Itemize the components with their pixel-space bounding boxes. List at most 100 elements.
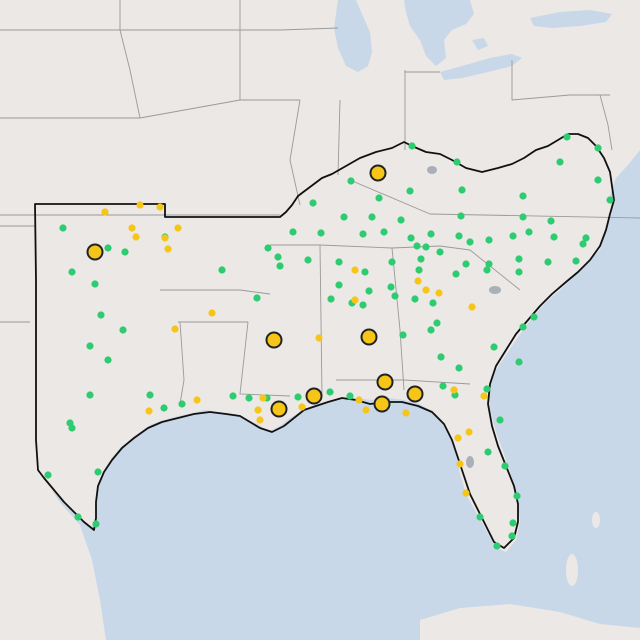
site-marker-green[interactable] <box>437 353 445 361</box>
site-marker-green[interactable] <box>490 343 498 351</box>
site-marker-yellow[interactable] <box>132 233 140 241</box>
site-marker-green[interactable] <box>515 255 523 263</box>
site-marker-green[interactable] <box>294 393 302 401</box>
site-marker-green[interactable] <box>422 243 430 251</box>
site-marker-yellow[interactable] <box>174 224 182 232</box>
site-marker-yellow[interactable] <box>355 396 363 404</box>
site-marker-green[interactable] <box>455 232 463 240</box>
site-marker-green[interactable] <box>427 230 435 238</box>
site-marker-green[interactable] <box>439 382 447 390</box>
site-marker-green[interactable] <box>361 268 369 276</box>
site-marker-green[interactable] <box>335 258 343 266</box>
site-marker-green[interactable] <box>368 213 376 221</box>
site-marker-green[interactable] <box>508 532 516 540</box>
site-marker-yellow[interactable] <box>454 434 462 442</box>
site-marker-green[interactable] <box>388 258 396 266</box>
site-marker-green[interactable] <box>229 392 237 400</box>
site-marker-green[interactable] <box>104 356 112 364</box>
site-marker-green[interactable] <box>493 542 501 550</box>
site-marker-green[interactable] <box>264 244 272 252</box>
site-marker-yellow[interactable] <box>298 403 306 411</box>
site-marker-green[interactable] <box>582 234 590 242</box>
site-marker-yellow[interactable] <box>101 208 109 216</box>
site-marker-green[interactable] <box>44 471 52 479</box>
site-marker-green[interactable] <box>245 394 253 402</box>
site-marker-green[interactable] <box>563 133 571 141</box>
site-marker-major[interactable] <box>305 387 323 405</box>
site-marker-green[interactable] <box>572 257 580 265</box>
site-marker-green[interactable] <box>453 158 461 166</box>
site-marker-green[interactable] <box>399 331 407 339</box>
site-marker-green[interactable] <box>97 311 105 319</box>
site-marker-green[interactable] <box>387 283 395 291</box>
site-marker-major[interactable] <box>369 164 387 182</box>
site-marker-yellow[interactable] <box>465 428 473 436</box>
site-marker-yellow[interactable] <box>145 407 153 415</box>
site-marker-major[interactable] <box>265 331 283 349</box>
site-marker-green[interactable] <box>515 358 523 366</box>
site-marker-yellow[interactable] <box>462 489 470 497</box>
site-marker-green[interactable] <box>276 262 284 270</box>
site-marker-green[interactable] <box>365 287 373 295</box>
site-marker-green[interactable] <box>119 326 127 334</box>
site-marker-yellow[interactable] <box>161 234 169 242</box>
site-marker-green[interactable] <box>476 513 484 521</box>
site-marker-yellow[interactable] <box>468 303 476 311</box>
site-marker-green[interactable] <box>483 385 491 393</box>
site-marker-yellow[interactable] <box>435 289 443 297</box>
site-marker-green[interactable] <box>86 391 94 399</box>
site-marker-green[interactable] <box>304 256 312 264</box>
site-marker-green[interactable] <box>346 392 354 400</box>
site-marker-major[interactable] <box>360 328 378 346</box>
site-marker-yellow[interactable] <box>402 409 410 417</box>
site-marker-major[interactable] <box>376 373 394 391</box>
site-marker-green[interactable] <box>68 268 76 276</box>
site-marker-green[interactable] <box>253 294 261 302</box>
site-marker-green[interactable] <box>594 176 602 184</box>
site-marker-major[interactable] <box>86 243 104 261</box>
site-marker-green[interactable] <box>59 224 67 232</box>
site-marker-green[interactable] <box>178 400 186 408</box>
site-marker-green[interactable] <box>104 244 112 252</box>
site-marker-yellow[interactable] <box>254 406 262 414</box>
site-marker-green[interactable] <box>146 391 154 399</box>
site-marker-green[interactable] <box>68 424 76 432</box>
site-marker-green[interactable] <box>359 301 367 309</box>
site-marker-green[interactable] <box>452 270 460 278</box>
site-marker-green[interactable] <box>515 268 523 276</box>
site-marker-green[interactable] <box>289 228 297 236</box>
site-marker-green[interactable] <box>391 292 399 300</box>
site-marker-yellow[interactable] <box>208 309 216 317</box>
site-marker-green[interactable] <box>606 196 614 204</box>
site-marker-green[interactable] <box>483 266 491 274</box>
site-marker-yellow[interactable] <box>414 277 422 285</box>
site-marker-green[interactable] <box>513 492 521 500</box>
site-marker-yellow[interactable] <box>480 392 488 400</box>
site-marker-green[interactable] <box>380 228 388 236</box>
site-marker-green[interactable] <box>501 462 509 470</box>
site-marker-yellow[interactable] <box>193 396 201 404</box>
site-marker-green[interactable] <box>413 242 421 250</box>
site-marker-green[interactable] <box>335 281 343 289</box>
site-marker-yellow[interactable] <box>351 296 359 304</box>
site-marker-green[interactable] <box>519 213 527 221</box>
site-marker-green[interactable] <box>519 192 527 200</box>
site-marker-green[interactable] <box>121 248 129 256</box>
site-marker-green[interactable] <box>411 295 419 303</box>
site-marker-green[interactable] <box>433 319 441 327</box>
site-marker-green[interactable] <box>92 520 100 528</box>
site-marker-green[interactable] <box>550 233 558 241</box>
site-marker-yellow[interactable] <box>256 416 264 424</box>
site-marker-green[interactable] <box>455 364 463 372</box>
site-marker-green[interactable] <box>594 144 602 152</box>
site-marker-yellow[interactable] <box>259 394 267 402</box>
site-marker-green[interactable] <box>160 404 168 412</box>
site-marker-green[interactable] <box>74 513 82 521</box>
site-marker-green[interactable] <box>544 258 552 266</box>
site-marker-green[interactable] <box>397 216 405 224</box>
site-marker-major[interactable] <box>373 395 391 413</box>
site-marker-green[interactable] <box>485 260 493 268</box>
site-marker-green[interactable] <box>309 199 317 207</box>
